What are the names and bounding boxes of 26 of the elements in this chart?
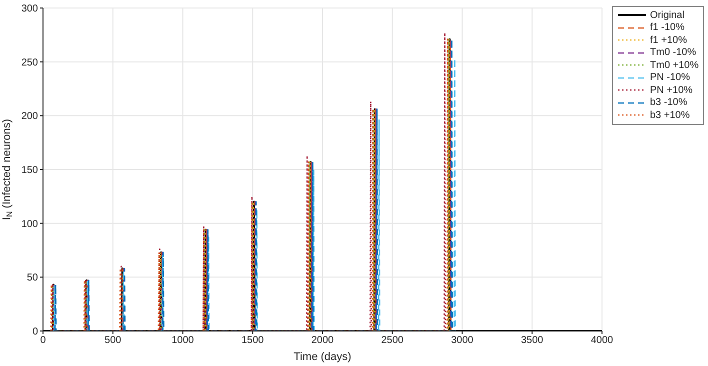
x-tick-label: 2000	[311, 335, 334, 346]
legend-label: PN +10%	[650, 84, 693, 96]
x-tick-label: 1500	[242, 335, 264, 346]
y-tick-label: 250	[21, 57, 38, 68]
legend-label: Tm0 +10%	[650, 60, 699, 71]
legend-label: Tm0 -10%	[650, 47, 696, 58]
x-tick-label: 1000	[172, 335, 194, 346]
legend-label: PN -10%	[650, 72, 690, 84]
x-axis-title: Time (days)	[294, 351, 352, 363]
x-tick-label: 500	[104, 335, 122, 346]
y-tick-label: 150	[21, 165, 38, 176]
legend-label: f1 +10%	[650, 34, 687, 46]
legend-label: b3 -10%	[650, 97, 688, 108]
legend-label: Original	[650, 10, 684, 21]
legend-label: b3 +10%	[650, 110, 690, 121]
legend-label: f1 -10%	[650, 22, 684, 34]
y-tick-label: 300	[21, 4, 38, 15]
y-tick-label: 100	[21, 218, 38, 230]
x-tick-label: 3000	[451, 335, 474, 346]
x-tick-label: 0	[40, 335, 46, 346]
x-tick-label: 4000	[590, 335, 614, 346]
y-tick-label: 0	[32, 326, 38, 338]
x-tick-label: 2500	[381, 335, 404, 346]
y-tick-label: 50	[26, 272, 38, 284]
y-tick-label: 200	[21, 111, 38, 122]
x-tick-label: 3500	[521, 335, 544, 346]
